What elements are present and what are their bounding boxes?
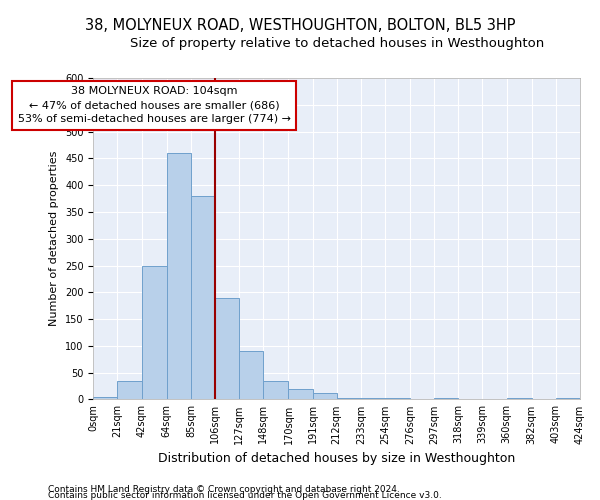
Bar <box>118 380 142 400</box>
Title: Size of property relative to detached houses in Westhoughton: Size of property relative to detached ho… <box>130 38 544 51</box>
Bar <box>142 266 167 400</box>
Bar <box>434 398 458 400</box>
Bar <box>337 398 361 400</box>
Bar <box>289 388 313 400</box>
Bar <box>191 196 215 400</box>
Bar <box>313 393 337 400</box>
Y-axis label: Number of detached properties: Number of detached properties <box>49 151 59 326</box>
Bar <box>167 153 191 400</box>
Bar <box>361 398 385 400</box>
Text: Contains HM Land Registry data © Crown copyright and database right 2024.: Contains HM Land Registry data © Crown c… <box>48 486 400 494</box>
Bar <box>215 298 239 400</box>
Bar <box>263 380 289 400</box>
Text: 38 MOLYNEUX ROAD: 104sqm
← 47% of detached houses are smaller (686)
53% of semi-: 38 MOLYNEUX ROAD: 104sqm ← 47% of detach… <box>18 86 291 124</box>
Bar <box>556 398 580 400</box>
Bar <box>506 398 532 400</box>
Text: 38, MOLYNEUX ROAD, WESTHOUGHTON, BOLTON, BL5 3HP: 38, MOLYNEUX ROAD, WESTHOUGHTON, BOLTON,… <box>85 18 515 32</box>
X-axis label: Distribution of detached houses by size in Westhoughton: Distribution of detached houses by size … <box>158 452 515 465</box>
Bar <box>239 351 263 400</box>
Text: Contains public sector information licensed under the Open Government Licence v3: Contains public sector information licen… <box>48 492 442 500</box>
Bar <box>385 398 410 400</box>
Bar <box>94 397 118 400</box>
